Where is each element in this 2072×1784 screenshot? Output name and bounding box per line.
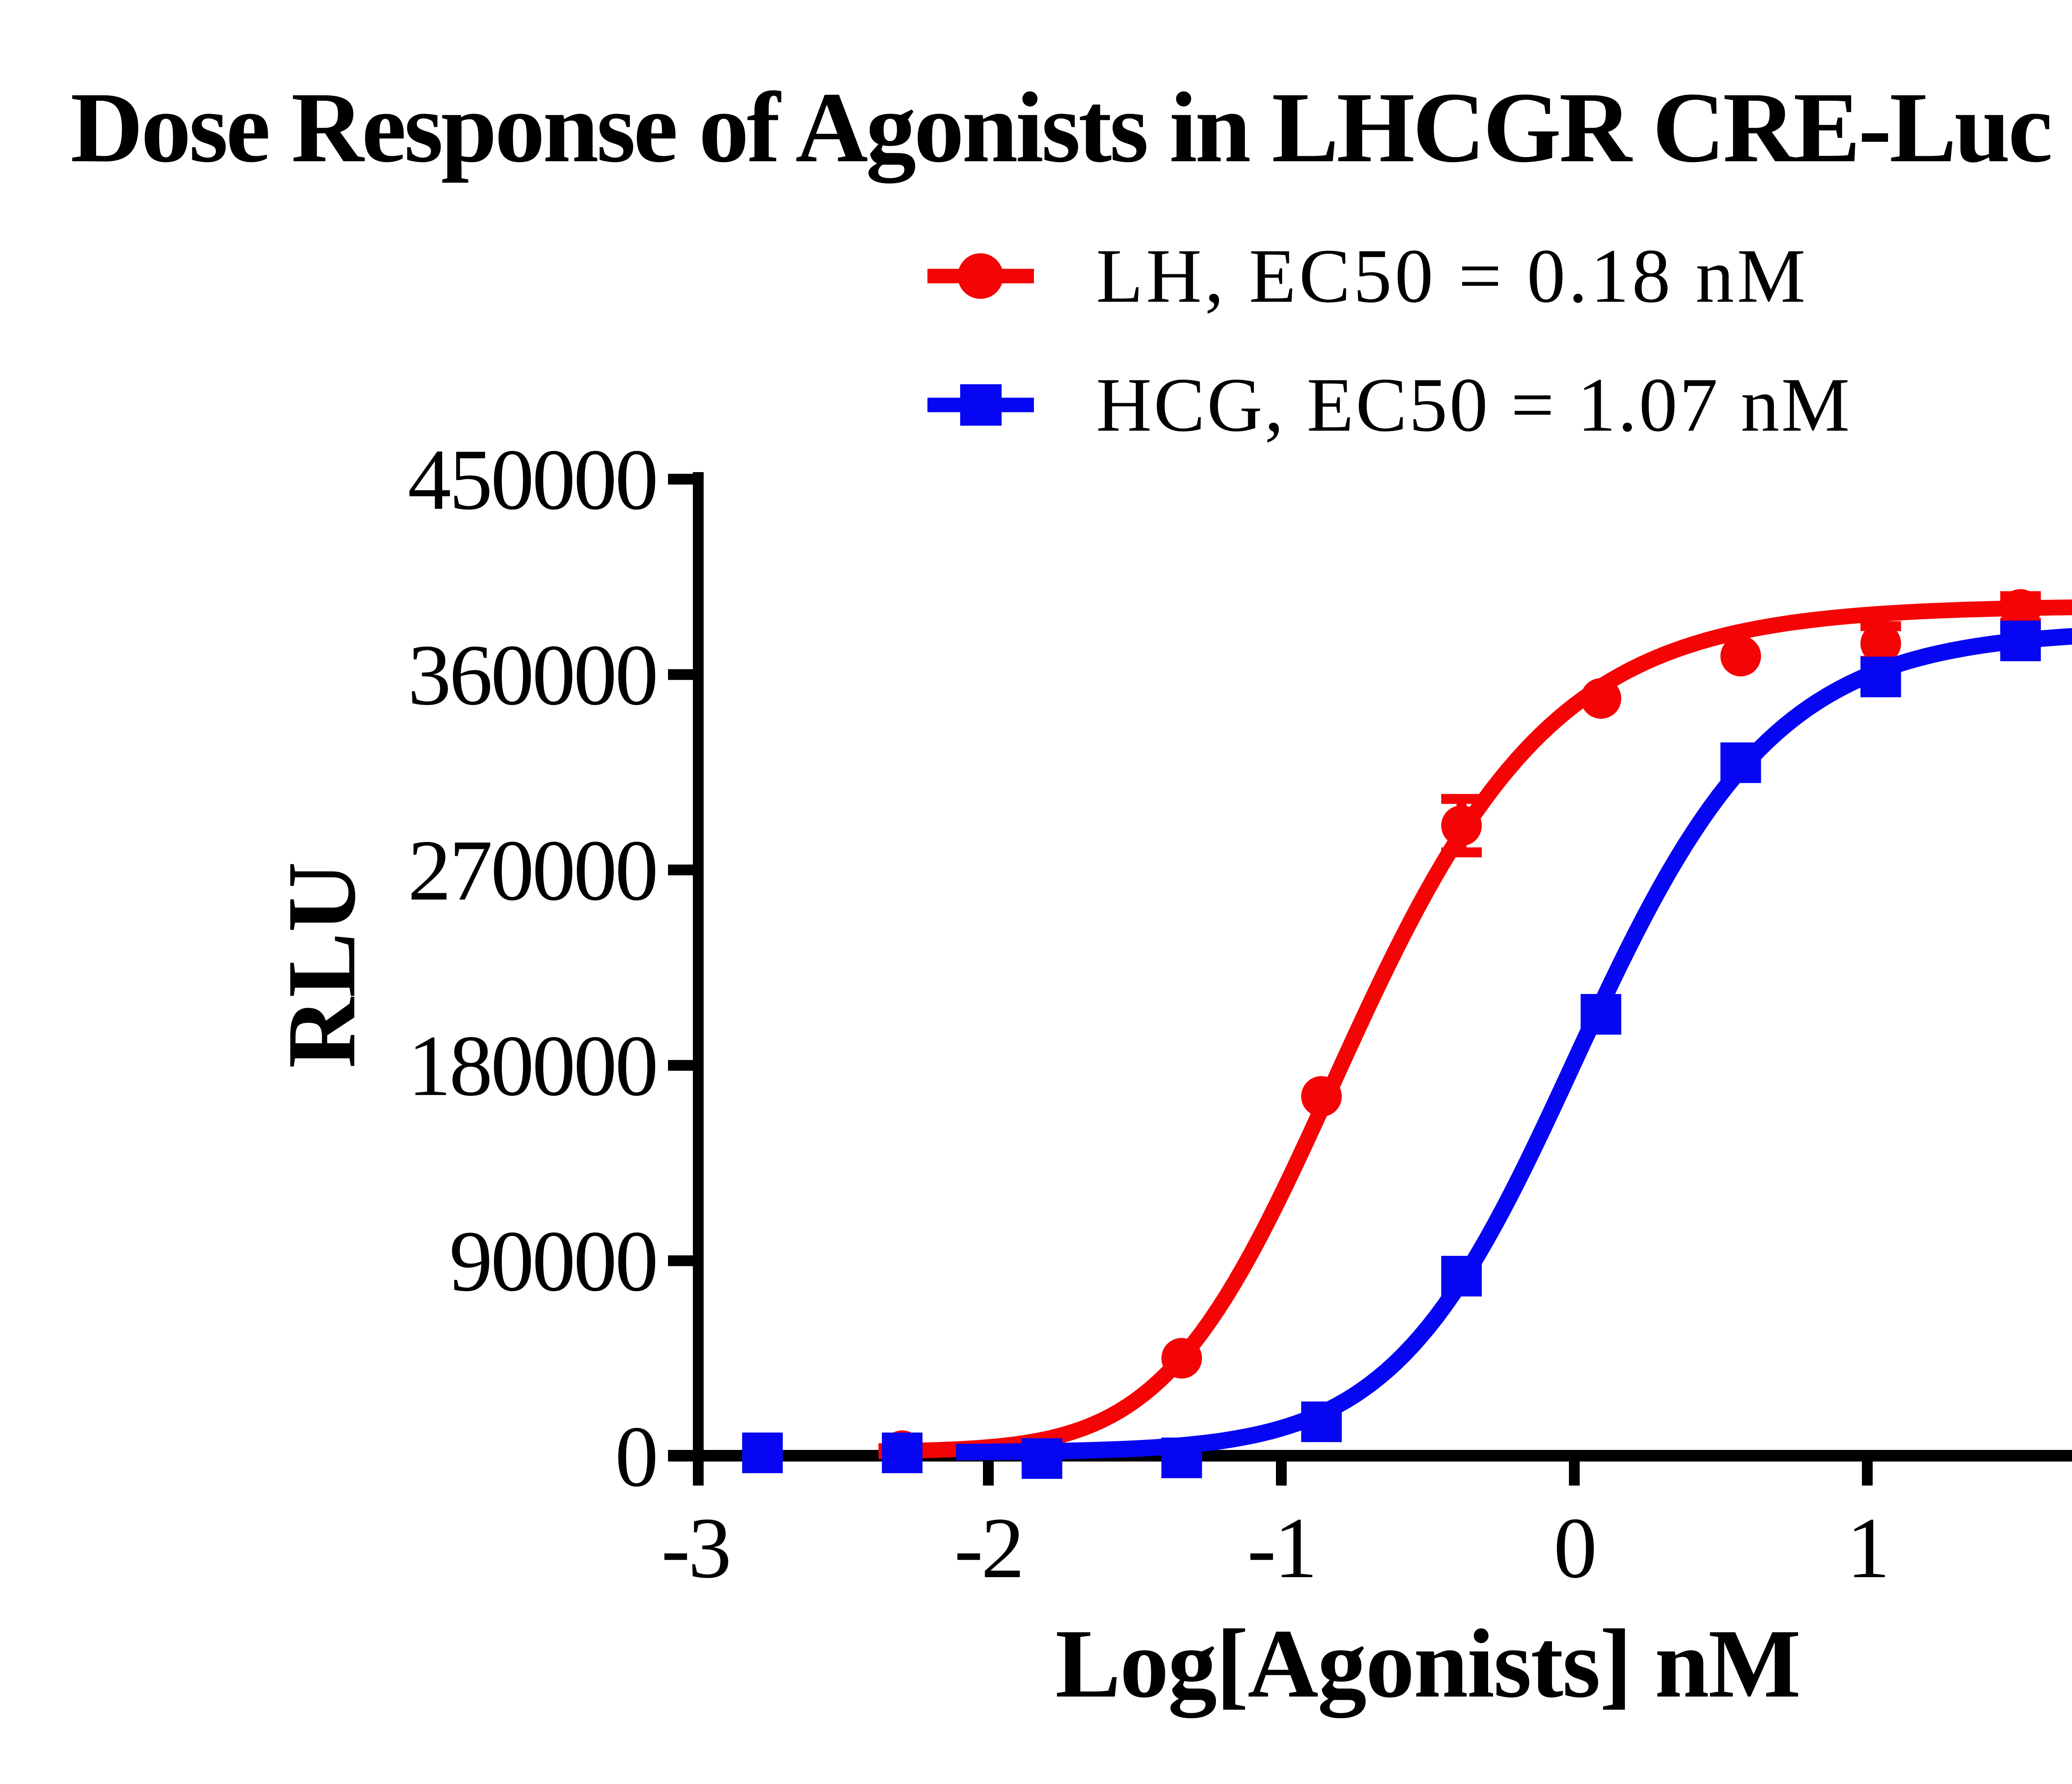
svg-text:Dose Response of Agonists in L: Dose Response of Agonists in LHCGR CRE-L… — [70, 63, 2072, 184]
svg-text:LH, EC50 = 0.18 nM: LH, EC50 = 0.18 nM — [1096, 233, 1808, 319]
svg-text:270000: 270000 — [408, 822, 656, 919]
svg-text:1: 1 — [1847, 1500, 1888, 1596]
svg-text:360000: 360000 — [408, 627, 656, 723]
svg-text:0: 0 — [615, 1409, 656, 1505]
svg-text:180000: 180000 — [408, 1018, 656, 1114]
svg-text:HCG, EC50 = 1.07 nM: HCG, EC50 = 1.07 nM — [1096, 362, 1852, 448]
svg-text:90000: 90000 — [449, 1213, 656, 1309]
svg-text:Log[Agonists] nM: Log[Agonists] nM — [1055, 1609, 1800, 1718]
svg-text:-3: -3 — [661, 1500, 730, 1596]
svg-text:RLU: RLU — [268, 862, 376, 1068]
svg-text:-1: -1 — [1247, 1500, 1316, 1596]
svg-text:450000: 450000 — [408, 432, 656, 528]
svg-text:0: 0 — [1554, 1500, 1595, 1596]
svg-text:-2: -2 — [954, 1500, 1023, 1596]
